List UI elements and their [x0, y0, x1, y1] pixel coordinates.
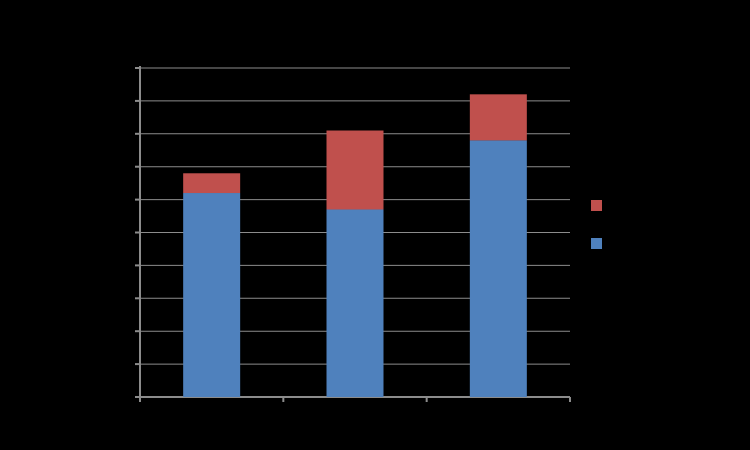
- bar-segment: [326, 209, 384, 397]
- legend-swatch: [591, 200, 602, 211]
- bar-segment: [469, 94, 527, 141]
- bar-segment: [183, 173, 241, 194]
- bar-segment: [183, 193, 241, 397]
- bar-segment: [326, 130, 384, 210]
- legend-swatch: [591, 238, 602, 249]
- bar-segment: [469, 140, 527, 397]
